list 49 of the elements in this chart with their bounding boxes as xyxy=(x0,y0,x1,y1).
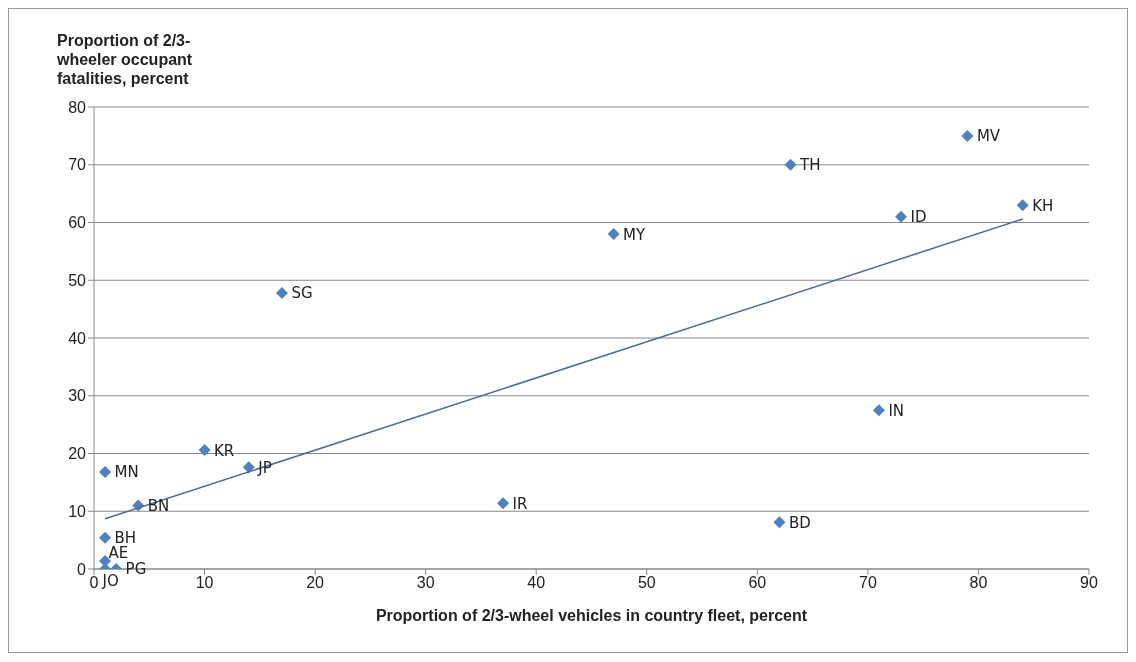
x-tick-label: 80 xyxy=(969,574,988,592)
data-label: TH xyxy=(798,156,821,175)
point xyxy=(242,461,255,474)
y-axis-title: Proportion of 2/3-wheeler occupant fatalities, percent xyxy=(57,31,194,88)
x-tick-label: 40 xyxy=(527,574,546,592)
x-tick-label: 70 xyxy=(858,574,877,592)
y-tick-label: 60 xyxy=(68,214,87,232)
x-tick-label: 50 xyxy=(637,574,656,592)
point xyxy=(99,531,112,544)
y-tick-label: 70 xyxy=(68,156,87,174)
x-tick-label: 20 xyxy=(306,574,325,592)
point xyxy=(607,228,620,241)
point xyxy=(497,497,510,510)
data-label: JO xyxy=(101,572,119,591)
data-label: IN xyxy=(888,401,905,420)
data-label: KH xyxy=(1032,196,1054,215)
point xyxy=(784,158,797,171)
data-label: ID xyxy=(910,208,927,227)
data-label: MN xyxy=(114,463,139,482)
data-label: SG xyxy=(291,284,313,303)
data-label: IR xyxy=(512,494,528,513)
data-label: BN xyxy=(147,496,170,515)
x-tick-label: 60 xyxy=(748,574,767,592)
x-tick-label: 10 xyxy=(195,574,214,592)
x-tick-label: 30 xyxy=(416,574,435,592)
data-label: KR xyxy=(214,441,235,460)
point xyxy=(961,129,974,142)
data-label: MV xyxy=(976,127,1001,146)
data-label: BD xyxy=(788,513,811,532)
y-tick-label: 10 xyxy=(68,502,87,520)
y-tick-label: 30 xyxy=(68,387,87,405)
point xyxy=(275,286,288,299)
data-label: MY xyxy=(623,225,647,244)
point xyxy=(1016,199,1029,212)
point xyxy=(99,465,112,478)
point xyxy=(773,516,786,529)
y-tick-label: 40 xyxy=(68,329,87,347)
point xyxy=(198,444,211,457)
point xyxy=(895,210,908,223)
data-label: AE xyxy=(108,544,129,563)
x-tick-label: 90 xyxy=(1080,574,1098,592)
x-tick-label: 0 xyxy=(89,574,99,592)
y-tick-label: 20 xyxy=(68,445,87,463)
point xyxy=(872,404,885,417)
data-label: PG xyxy=(125,560,147,579)
y-tick-label: 80 xyxy=(68,98,87,116)
x-axis-title: Proportion of 2/3-wheel vehicles in country fleet, percent xyxy=(375,607,808,624)
y-tick-label: 50 xyxy=(68,271,87,289)
y-tick-label: 0 xyxy=(77,560,87,578)
